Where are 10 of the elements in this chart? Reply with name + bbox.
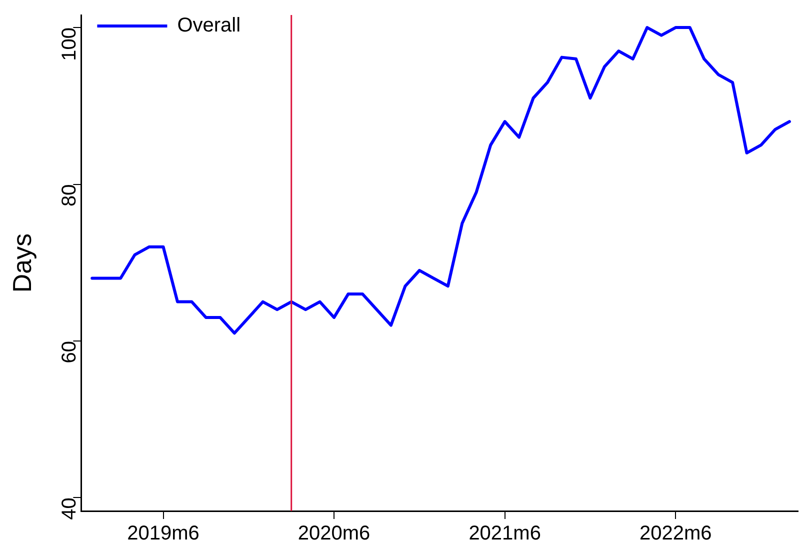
x-tick-label: 2022m6 [639,522,712,545]
x-tick-label: 2019m6 [127,522,200,545]
y-tick-label: 40 [58,498,81,520]
x-tick-label: 2020m6 [298,522,370,545]
y-tick-label: 60 [58,340,81,364]
y-tick-label: 100 [58,28,81,61]
y-axis-title: Days [6,233,37,293]
x-tick-label: 2021m6 [468,522,541,545]
legend-label: Overall [177,14,241,37]
y-tick-label: 80 [58,184,81,206]
